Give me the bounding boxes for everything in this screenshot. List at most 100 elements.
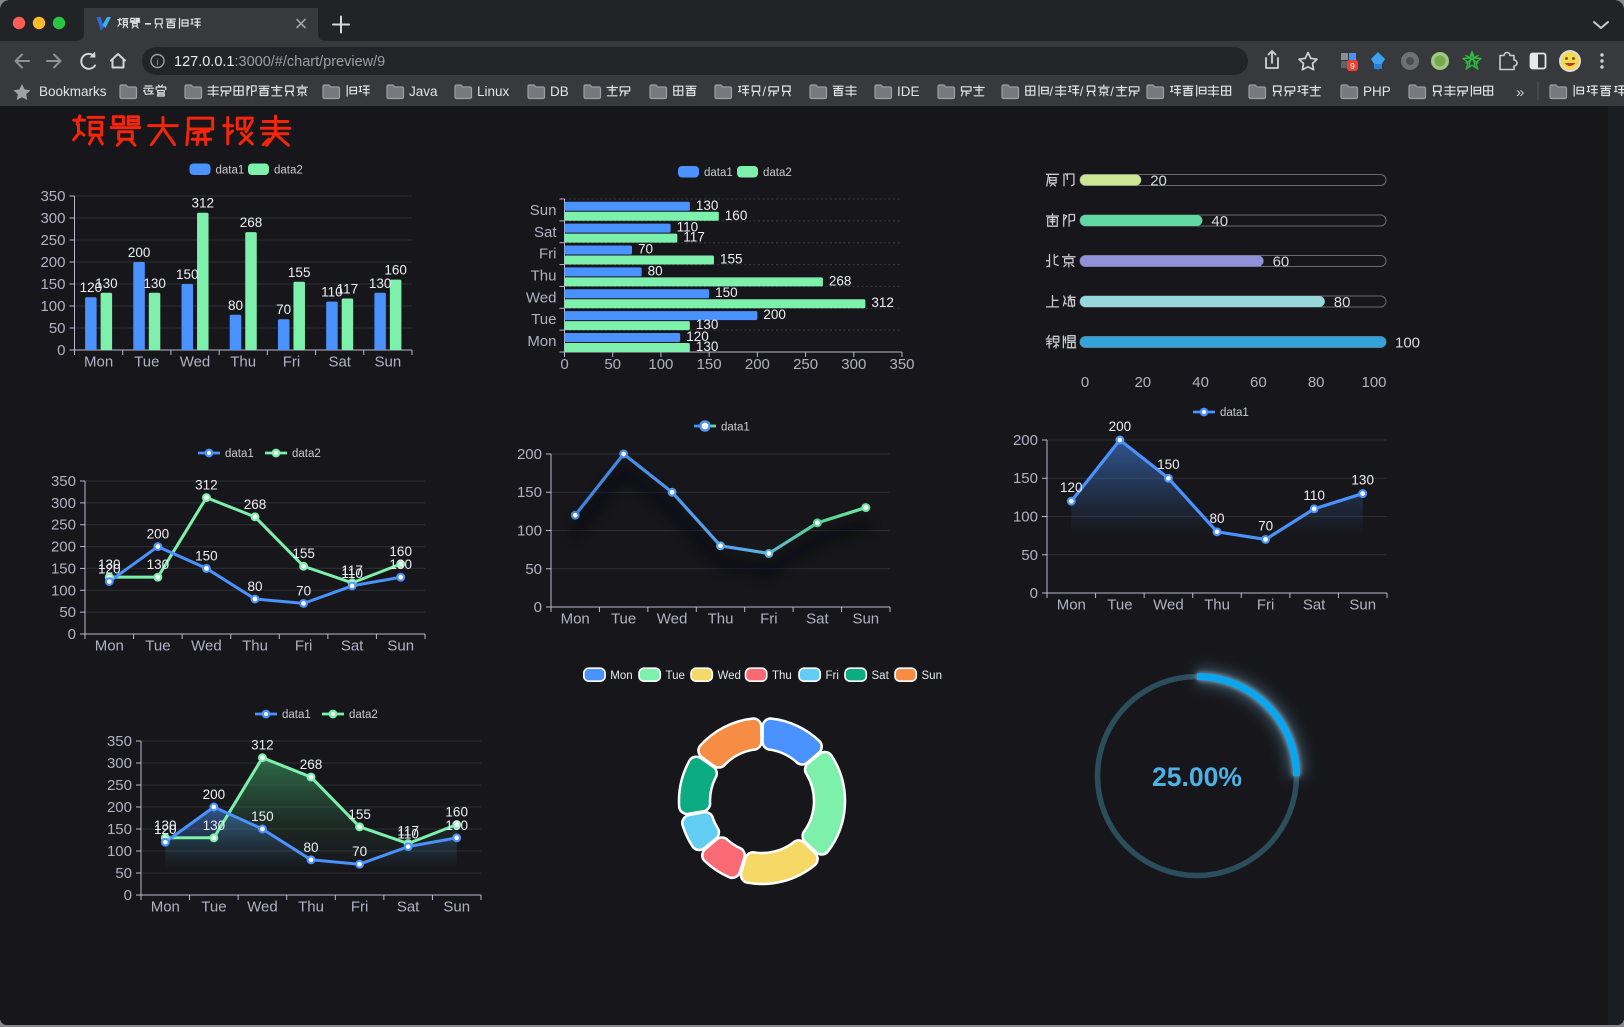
svg-text:Sun: Sun: [443, 899, 470, 916]
svg-text:Sun: Sun: [530, 202, 557, 219]
svg-text:»: »: [1516, 84, 1524, 101]
svg-text:Wed: Wed: [526, 289, 557, 306]
svg-text:50: 50: [525, 561, 542, 578]
svg-text:160: 160: [384, 263, 407, 278]
svg-text:Mon: Mon: [84, 354, 113, 371]
svg-text:Thu: Thu: [230, 354, 256, 371]
svg-text:150: 150: [176, 267, 199, 282]
svg-text:DB: DB: [550, 84, 569, 99]
svg-text:120: 120: [98, 562, 121, 577]
svg-text:100: 100: [107, 843, 132, 860]
svg-text:110: 110: [677, 220, 699, 235]
svg-text:130: 130: [203, 818, 226, 833]
svg-text:Fri: Fri: [826, 670, 839, 682]
svg-text:80: 80: [228, 298, 243, 313]
svg-text:25.00%: 25.00%: [1152, 762, 1242, 792]
svg-text:50: 50: [115, 865, 132, 882]
svg-text:155: 155: [292, 546, 315, 561]
svg-text:40: 40: [1211, 213, 1228, 230]
svg-text:155: 155: [720, 252, 743, 267]
svg-text:Linux: Linux: [477, 84, 510, 99]
svg-text:Bookmarks: Bookmarks: [39, 84, 107, 99]
svg-text:70: 70: [1258, 519, 1273, 534]
svg-text:100: 100: [51, 582, 76, 599]
svg-text:data1: data1: [282, 709, 311, 721]
svg-text:Fri: Fri: [760, 611, 778, 628]
svg-text:Wed: Wed: [718, 670, 741, 682]
svg-text:155: 155: [348, 807, 371, 822]
svg-text:130: 130: [143, 276, 166, 291]
svg-text:80: 80: [648, 263, 663, 278]
svg-text:20: 20: [1134, 374, 1151, 391]
svg-text:150: 150: [517, 484, 542, 501]
svg-text:130: 130: [147, 557, 170, 572]
svg-text:117: 117: [397, 824, 419, 839]
svg-text:Tue: Tue: [666, 670, 685, 682]
svg-text:70: 70: [296, 583, 311, 598]
svg-text:130: 130: [696, 339, 719, 354]
svg-text:312: 312: [195, 478, 218, 493]
svg-text:Wed: Wed: [180, 354, 211, 371]
svg-text:70: 70: [352, 844, 367, 859]
svg-text:Thu: Thu: [708, 611, 734, 628]
svg-text:268: 268: [240, 215, 263, 230]
svg-text:Thu: Thu: [242, 638, 268, 655]
svg-text:250: 250: [40, 232, 65, 249]
svg-text:130: 130: [369, 276, 392, 291]
svg-text:130: 130: [98, 557, 121, 572]
svg-text:Thu: Thu: [772, 670, 792, 682]
svg-text:200: 200: [1013, 432, 1038, 449]
svg-text:Sat: Sat: [328, 354, 351, 371]
svg-text:data2: data2: [292, 448, 321, 460]
svg-text:312: 312: [871, 295, 894, 310]
svg-text:200: 200: [203, 787, 226, 802]
svg-text:110: 110: [341, 566, 363, 581]
svg-text:100: 100: [1361, 374, 1386, 391]
svg-text:Tue: Tue: [611, 611, 636, 628]
svg-text:0: 0: [560, 356, 568, 373]
svg-text:150: 150: [51, 560, 76, 577]
svg-text:300: 300: [51, 495, 76, 512]
svg-text:200: 200: [107, 799, 132, 816]
svg-text:PHP: PHP: [1363, 84, 1391, 99]
svg-text:50: 50: [49, 320, 66, 337]
svg-text:50: 50: [59, 604, 76, 621]
svg-text:350: 350: [107, 733, 132, 750]
svg-text:0: 0: [534, 599, 542, 616]
svg-text:Sun: Sun: [852, 611, 879, 628]
svg-text:110: 110: [321, 285, 343, 300]
svg-text:268: 268: [829, 273, 852, 288]
svg-text:80: 80: [1334, 294, 1351, 311]
svg-text:Sat: Sat: [534, 224, 557, 241]
svg-text:40: 40: [1192, 374, 1209, 391]
svg-text:130: 130: [95, 276, 118, 291]
svg-text:Fri: Fri: [1257, 597, 1275, 614]
svg-text:Sun: Sun: [387, 638, 414, 655]
svg-text:Mon: Mon: [151, 899, 180, 916]
svg-text:data1: data1: [721, 422, 750, 434]
svg-text:312: 312: [192, 196, 215, 211]
svg-text:120: 120: [154, 822, 177, 837]
svg-text:150: 150: [1157, 457, 1180, 472]
svg-text:Mon: Mon: [95, 638, 124, 655]
svg-text:110: 110: [1303, 488, 1325, 503]
svg-text:60: 60: [1250, 374, 1267, 391]
svg-text:120: 120: [1060, 480, 1083, 495]
svg-text:50: 50: [604, 356, 621, 373]
svg-text:Java: Java: [409, 84, 438, 99]
svg-text:Sat: Sat: [806, 611, 829, 628]
svg-text:200: 200: [763, 307, 786, 322]
svg-text:200: 200: [745, 356, 770, 373]
svg-text:150: 150: [195, 548, 218, 563]
svg-text:117: 117: [337, 282, 359, 297]
svg-text:Wed: Wed: [657, 611, 688, 628]
svg-text:130: 130: [1351, 473, 1374, 488]
svg-text:268: 268: [300, 757, 323, 772]
svg-text:130: 130: [445, 818, 468, 833]
svg-text:268: 268: [244, 497, 267, 512]
svg-text:117: 117: [341, 563, 363, 578]
svg-text:data2: data2: [274, 165, 303, 177]
svg-text:Tue: Tue: [201, 899, 226, 916]
svg-text:Tue: Tue: [145, 638, 170, 655]
svg-text:300: 300: [841, 356, 866, 373]
